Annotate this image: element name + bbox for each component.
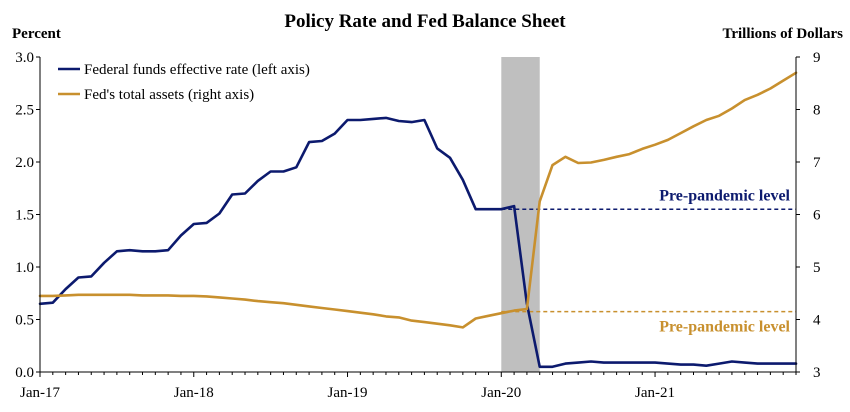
x-tick-label: Jan-20 [481, 385, 521, 401]
right-tick-label: 9 [813, 50, 821, 66]
chart-title: Policy Rate and Fed Balance Sheet [284, 11, 566, 32]
x-tick-label: Jan-19 [328, 385, 368, 401]
left-axis-title: Percent [12, 26, 61, 42]
recession-bar [501, 57, 540, 372]
left-tick-label: 3.0 [15, 50, 34, 66]
left-tick-label: 2.5 [15, 103, 34, 119]
right-tick-label: 4 [813, 313, 821, 329]
legend-label-left: Federal funds effective rate (left axis) [84, 62, 310, 78]
legend: Federal funds effective rate (left axis)… [58, 62, 310, 103]
right-axis-title: Trillions of Dollars [722, 26, 843, 42]
left-tick-label: 1.5 [15, 208, 34, 224]
x-tick-label: Jan-21 [635, 385, 675, 401]
left-tick-label: 1.0 [15, 260, 34, 276]
legend-label-right: Fed's total assets (right axis) [84, 87, 254, 103]
reference-lines: Pre-pandemic level Pre-pandemic level [501, 187, 796, 336]
recession-shading [501, 57, 540, 372]
right-tick-label: 5 [813, 260, 821, 276]
axes: 0.0 0.5 1.0 1.5 2.0 2.5 3.0 3 4 5 6 7 8 9 Jan-17 Jan-18… [15, 50, 821, 401]
x-tick-label: Jan-18 [174, 385, 214, 401]
x-tick-label: Jan-17 [20, 385, 60, 401]
left-tick-label: 2.0 [15, 155, 34, 171]
right-tick-label: 8 [813, 103, 821, 119]
left-tick-label: 0.0 [15, 365, 34, 381]
reference-label-right: Pre-pandemic level [659, 319, 790, 336]
reference-label-left: Pre-pandemic level [659, 187, 790, 204]
right-tick-label: 6 [813, 208, 821, 224]
left-tick-label: 0.5 [15, 313, 34, 329]
series-line-right [38, 71, 798, 329]
series-lines [38, 71, 798, 369]
right-tick-label: 3 [813, 365, 821, 381]
series-line-left [38, 116, 798, 369]
right-tick-label: 7 [813, 155, 821, 171]
